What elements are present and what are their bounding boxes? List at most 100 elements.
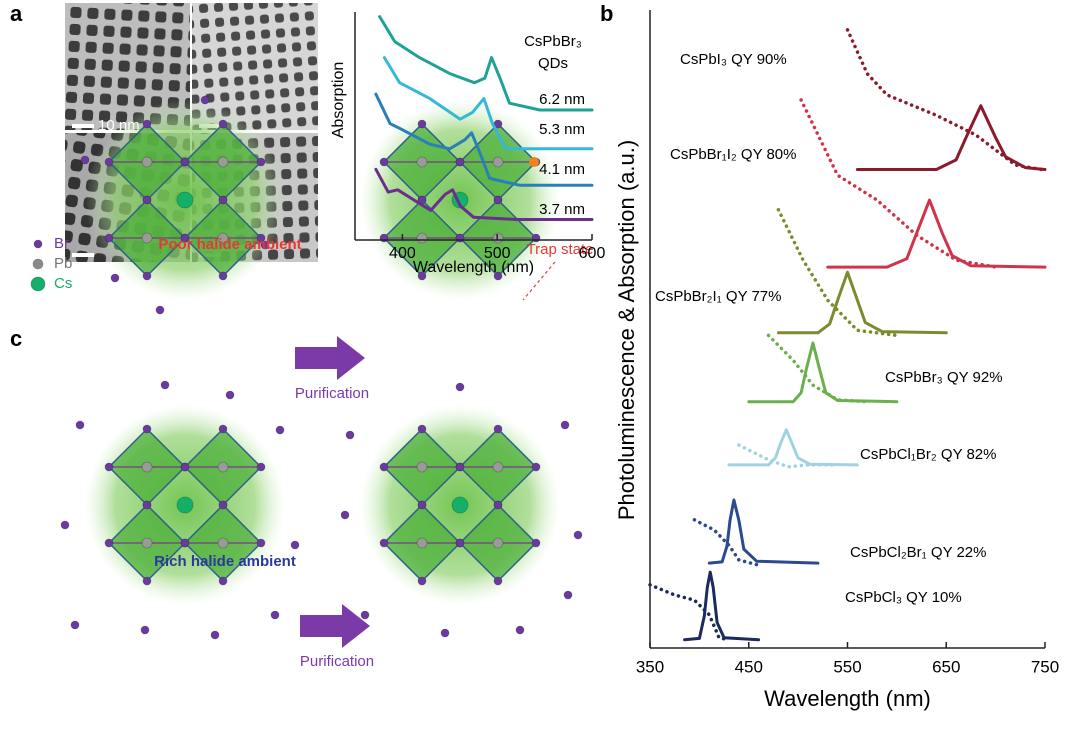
br-atom xyxy=(256,462,266,472)
pl-curve xyxy=(683,570,761,642)
absorption-curve xyxy=(799,98,998,269)
br-atom xyxy=(360,610,370,620)
pb-atom xyxy=(416,156,428,168)
br-atom xyxy=(379,233,389,243)
br-atom xyxy=(417,271,427,281)
curve-label: 4.1 nm xyxy=(539,161,585,178)
br-atom xyxy=(218,195,228,205)
br-atom xyxy=(210,630,220,640)
br-atom xyxy=(104,462,114,472)
br-atom xyxy=(142,271,152,281)
pb-atom xyxy=(217,232,229,244)
br-atom xyxy=(218,500,228,510)
x-tick-label: 550 xyxy=(833,657,861,676)
pb-atom xyxy=(217,156,229,168)
br-atom xyxy=(180,538,190,548)
br-atom xyxy=(104,233,114,243)
br-atom xyxy=(531,538,541,548)
cs-atom xyxy=(176,496,194,514)
pb-atom xyxy=(217,537,229,549)
br-atom xyxy=(493,424,503,434)
absorption-curve xyxy=(374,92,594,187)
br-atom xyxy=(80,155,90,165)
br-atom xyxy=(256,157,266,167)
panel-label: b xyxy=(600,1,613,26)
absorption-curve xyxy=(382,56,594,151)
br-atom xyxy=(104,157,114,167)
br-atom xyxy=(417,500,427,510)
br-atom xyxy=(75,420,85,430)
pl-curve xyxy=(776,270,948,335)
br-atom xyxy=(563,590,573,600)
x-tick-label: 450 xyxy=(735,657,763,676)
cs-atom xyxy=(176,191,194,209)
br-atom xyxy=(104,538,114,548)
series-label: CsPbBr₃ QY 92% xyxy=(885,369,1003,386)
series-label: CsPbCl₁Br₂ QY 82% xyxy=(860,446,997,463)
pb-atom xyxy=(492,537,504,549)
legend-label: Br xyxy=(54,235,69,252)
pl-curve xyxy=(747,341,899,404)
absorption-chart: 400 500 600 Wavelength (nm) Absorption 6.2 nm… xyxy=(330,12,605,276)
br-atom xyxy=(180,462,190,472)
br-atom xyxy=(218,119,228,129)
br-atom xyxy=(256,538,266,548)
scale-bar xyxy=(72,253,94,257)
br-atom xyxy=(180,157,190,167)
panel-label: a xyxy=(10,1,23,26)
absorption-curve xyxy=(692,518,761,567)
series-label: CsPbCl₂Br₁ QY 22% xyxy=(850,544,987,561)
legend-marker xyxy=(32,258,44,270)
br-atom xyxy=(515,625,525,635)
cs-atom xyxy=(451,496,469,514)
br-atom xyxy=(493,500,503,510)
br-atom xyxy=(455,382,465,392)
br-atom xyxy=(70,620,80,630)
br-atom xyxy=(180,233,190,243)
br-atom xyxy=(417,424,427,434)
trap-pointer xyxy=(522,261,556,301)
series-label: CsPbCl₃ QY 10% xyxy=(845,589,962,606)
br-atom xyxy=(142,576,152,586)
curve-label: 5.3 nm xyxy=(539,121,585,138)
y-axis-label: Photoluminescence & Absorption (a.u.) xyxy=(614,140,639,520)
br-atom xyxy=(260,240,270,250)
x-axis-label: Wavelength (nm) xyxy=(413,259,534,276)
condition-title: Rich halide ambient xyxy=(154,553,296,570)
br-atom xyxy=(455,538,465,548)
br-atom xyxy=(440,628,450,638)
arrow xyxy=(300,604,370,648)
br-atom xyxy=(140,625,150,635)
br-atom xyxy=(455,233,465,243)
pb-atom xyxy=(492,156,504,168)
pb-atom xyxy=(141,232,153,244)
br-atom xyxy=(455,157,465,167)
trap-site xyxy=(529,157,539,167)
curve-label: 6.2 nm xyxy=(539,91,585,108)
br-atom xyxy=(573,530,583,540)
br-atom xyxy=(417,119,427,129)
br-atom xyxy=(560,420,570,430)
pl-curve xyxy=(727,428,859,467)
br-atom xyxy=(142,424,152,434)
br-atom xyxy=(200,95,210,105)
absorption-curve xyxy=(845,28,1047,172)
br-atom xyxy=(379,462,389,472)
br-atom xyxy=(60,520,70,530)
pb-atom xyxy=(492,232,504,244)
br-atom xyxy=(142,195,152,205)
arrow-label: Purification xyxy=(295,385,369,402)
pb-atom xyxy=(141,156,153,168)
curve-label: 3.7 nm xyxy=(539,201,585,218)
br-atom xyxy=(270,610,280,620)
arrow-label: Purification xyxy=(300,653,374,670)
br-atom xyxy=(340,510,350,520)
x-tick-label: 750 xyxy=(1031,657,1059,676)
y-axis-label: Absorption xyxy=(330,62,347,139)
x-tick-label: 600 xyxy=(579,245,606,262)
br-atom xyxy=(218,271,228,281)
br-atom xyxy=(493,576,503,586)
br-atom xyxy=(290,540,300,550)
pl-chart: 350 450 550 650 750 Wavelength (nm) Photolumin… xyxy=(614,10,1059,711)
br-atom xyxy=(225,390,235,400)
